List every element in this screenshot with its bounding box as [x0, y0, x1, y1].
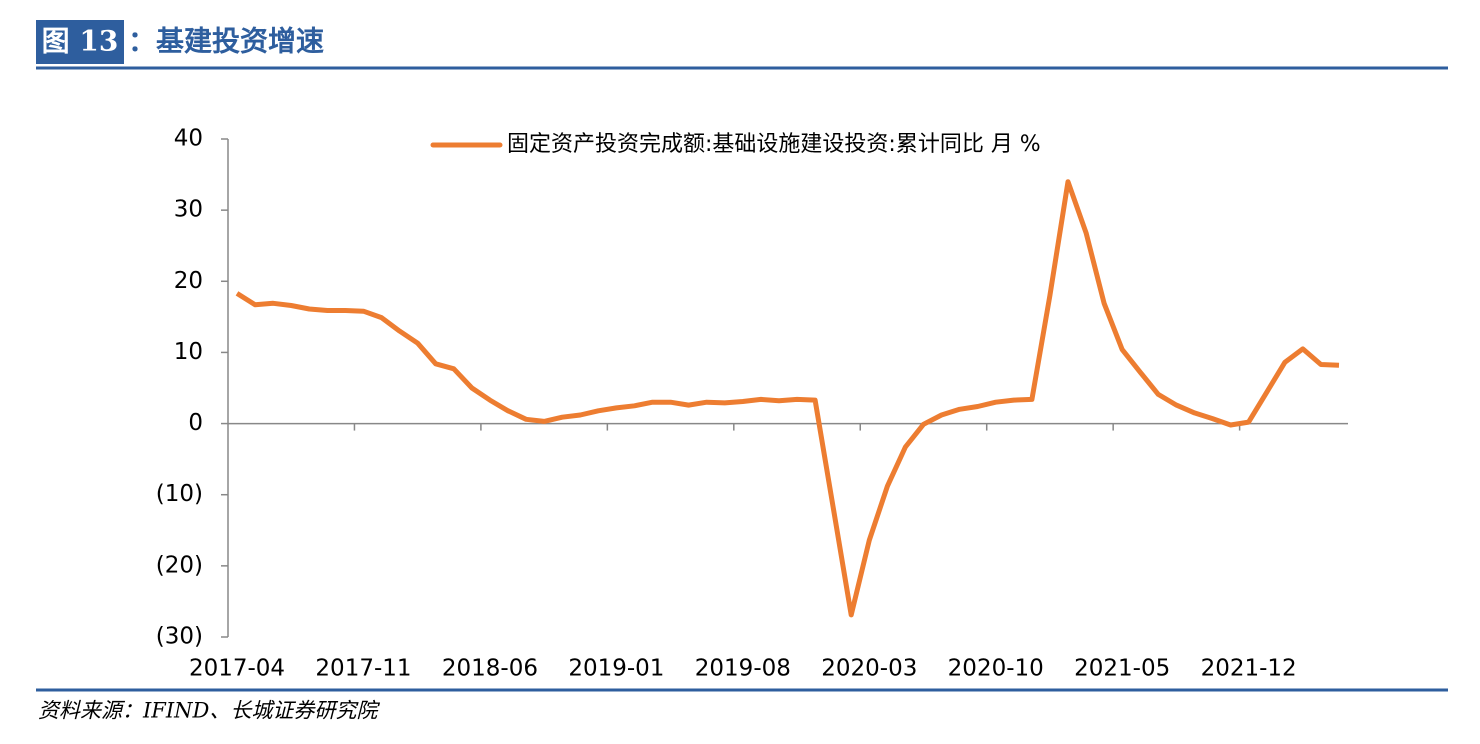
- x-tick-label: 2021-12: [1201, 656, 1297, 682]
- y-tick-label: (10): [156, 481, 203, 507]
- source-note: 资料来源：IFIND、长城证券研究院: [38, 699, 380, 723]
- y-tick-label: 40: [174, 126, 203, 152]
- y-tick-label: (30): [156, 624, 203, 650]
- y-tick-label: 20: [174, 268, 203, 294]
- figure-label: 图 13: [42, 25, 119, 58]
- x-tick-label: 2018-06: [442, 656, 538, 682]
- y-tick-label: 10: [174, 339, 203, 365]
- y-tick-label: (20): [156, 552, 203, 578]
- data-line: [235, 179, 1340, 618]
- y-tick-label: 30: [174, 197, 203, 223]
- x-tick-label: 2020-03: [821, 656, 917, 682]
- x-tick-label: 2017-04: [189, 656, 285, 682]
- x-tick-label: 2019-01: [568, 656, 664, 682]
- x-tick-label: 2017-11: [315, 656, 411, 682]
- x-tick-label: 2020-10: [948, 656, 1044, 682]
- x-tick-label: 2019-08: [695, 656, 791, 682]
- legend-label: 固定资产投资完成额:基础设施建设投资:累计同比 月 %: [507, 132, 1041, 157]
- x-tick-label: 2021-05: [1074, 656, 1170, 682]
- figure-title: ：基建投资增速: [128, 25, 324, 58]
- y-tick-label: 0: [188, 410, 203, 436]
- header-badge: [36, 20, 124, 64]
